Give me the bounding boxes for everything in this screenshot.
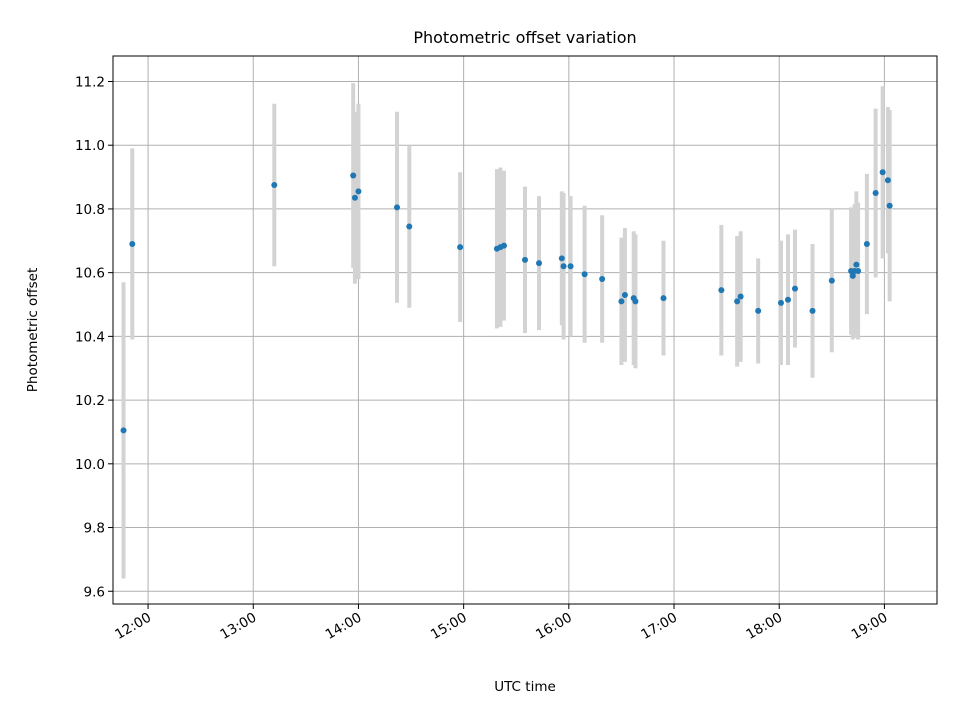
y-tick-label: 11.2 (75, 74, 105, 90)
y-tick-label: 10.2 (75, 393, 105, 409)
y-tick-label: 10.0 (75, 457, 105, 473)
error-bars (121, 83, 892, 579)
data-point (536, 260, 543, 267)
y-tick-label: 9.6 (84, 584, 105, 600)
data-point (784, 296, 791, 303)
x-tick-label: 13:00 (218, 610, 260, 643)
data-point (394, 204, 401, 211)
data-point (560, 263, 567, 270)
data-points (120, 169, 893, 434)
data-point (884, 177, 891, 184)
x-axis-ticks: 12:00 13:00 14:00 15:00 16:00 17:00 18:00 19:00 (112, 604, 890, 643)
data-point (791, 285, 798, 292)
y-axis-ticks: 9.6 9.8 10.0 10.2 10.4 10.6 10.8 11.0 11.2 (75, 74, 113, 600)
data-point (863, 240, 870, 247)
x-tick-label: 15:00 (428, 610, 470, 643)
data-point (558, 255, 565, 262)
data-point (872, 190, 879, 196)
data-point (828, 277, 835, 284)
data-point (581, 271, 588, 278)
data-point (777, 299, 784, 306)
data-point (632, 298, 639, 305)
x-tick-label: 18:00 (744, 610, 786, 643)
y-tick-label: 11.0 (75, 138, 105, 154)
y-tick-label: 10.6 (75, 266, 105, 282)
data-point (406, 223, 413, 230)
y-axis-label: Photometric offset (25, 268, 41, 392)
data-point (849, 272, 856, 279)
x-tick-label: 16:00 (533, 610, 575, 643)
y-tick-label: 10.8 (75, 202, 105, 218)
data-point (853, 261, 860, 268)
x-tick-label: 14:00 (323, 610, 365, 643)
data-point (734, 298, 741, 305)
data-point (350, 172, 357, 179)
x-tick-label: 12:00 (112, 610, 154, 643)
data-point (271, 182, 278, 189)
data-point (855, 268, 862, 275)
data-point (522, 256, 528, 263)
x-tick-label: 19:00 (849, 610, 891, 643)
data-point (355, 188, 362, 195)
x-axis-label: UTC time (494, 679, 556, 695)
x-tick-label: 17:00 (638, 610, 680, 643)
data-point (737, 293, 744, 300)
data-point (457, 244, 464, 251)
data-point (621, 291, 628, 298)
data-point (660, 295, 667, 302)
data-point (809, 307, 816, 314)
data-point (755, 307, 762, 314)
data-point (599, 276, 606, 283)
plot-frame (112, 55, 938, 605)
data-point (500, 242, 507, 249)
data-point (129, 240, 136, 247)
chart-title: Photometric offset variation (413, 28, 636, 47)
data-point (567, 263, 574, 270)
data-point (886, 202, 893, 209)
data-point (718, 287, 725, 294)
y-tick-label: 10.4 (75, 329, 105, 345)
data-point (120, 427, 127, 434)
y-tick-label: 9.8 (84, 521, 105, 537)
data-point (351, 194, 358, 201)
data-point (618, 298, 625, 305)
data-point (879, 169, 886, 176)
